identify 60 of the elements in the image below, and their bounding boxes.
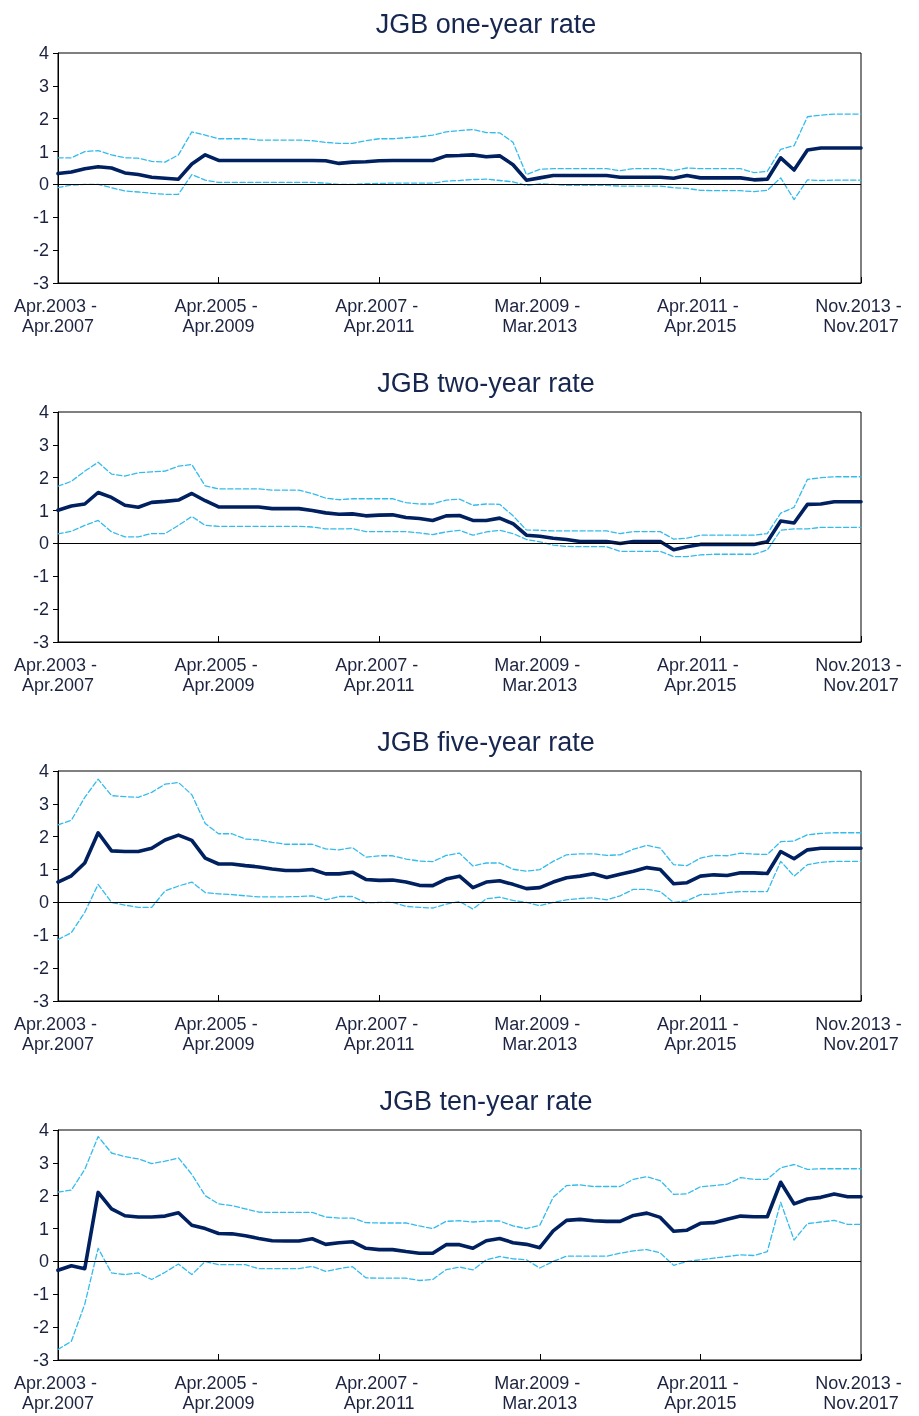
y-tick-label: -3	[32, 632, 49, 652]
x-tick-label: Apr.2005 - Apr.2009	[174, 1373, 263, 1413]
y-tick-label: 2	[38, 826, 49, 847]
y-tick-label: 1	[38, 141, 49, 162]
y-tick-label: 1	[38, 859, 49, 880]
y-tick-label: 0	[38, 174, 49, 195]
y-tick-label: 0	[38, 533, 49, 554]
y-tick-label: -3	[32, 991, 49, 1011]
y-tick-label: 3	[38, 434, 49, 455]
x-tick-label: Apr.2007 - Apr.2011	[335, 296, 424, 336]
y-tick-label: 4	[38, 402, 49, 422]
x-tick-label: Nov.2013 - Nov.2017	[815, 655, 907, 695]
chart-title: JGB one-year rate	[375, 8, 597, 39]
y-tick-label: 3	[38, 793, 49, 814]
y-tick-label: 3	[38, 1152, 49, 1173]
x-tick-label: Mar.2009 - Mar.2013	[494, 1014, 586, 1054]
y-tick-label: 2	[38, 108, 49, 129]
y-tick-label: -2	[32, 599, 49, 620]
x-tick-label: Apr.2003 - Apr.2007	[13, 655, 103, 695]
y-tick-label: 0	[38, 1251, 49, 1272]
y-tick-label: 4	[38, 43, 49, 63]
y-tick-label: -3	[32, 1350, 49, 1370]
chart-title: JGB two-year rate	[377, 367, 595, 398]
y-tick-label: 1	[38, 1218, 49, 1239]
x-tick-label: Mar.2009 - Mar.2013	[494, 655, 586, 695]
x-tick-label: Nov.2013 - Nov.2017	[815, 1014, 907, 1054]
y-tick-label: -2	[32, 1317, 49, 1338]
y-tick-label: 3	[38, 75, 49, 96]
y-tick-label: -1	[32, 1284, 49, 1305]
x-tick-label: Apr.2005 - Apr.2009	[174, 296, 263, 336]
x-tick-label: Apr.2011 - Apr.2015	[657, 1014, 744, 1054]
y-tick-label: 4	[38, 761, 49, 781]
x-tick-label: Apr.2007 - Apr.2011	[335, 1014, 424, 1054]
y-tick-label: -1	[32, 925, 49, 946]
x-tick-label: Apr.2003 - Apr.2007	[13, 1373, 103, 1413]
x-tick-label: Apr.2005 - Apr.2009	[174, 655, 263, 695]
y-tick-label: -2	[32, 240, 49, 261]
y-tick-label: 1	[38, 500, 49, 521]
chart-title: JGB ten-year rate	[379, 1085, 593, 1116]
y-tick-label: -2	[32, 958, 49, 979]
x-tick-label: Nov.2013 - Nov.2017	[815, 296, 907, 336]
y-tick-label: 2	[38, 467, 49, 488]
x-tick-label: Apr.2003 - Apr.2007	[13, 1014, 103, 1054]
x-tick-label: Apr.2011 - Apr.2015	[657, 655, 744, 695]
x-tick-label: Nov.2013 - Nov.2017	[815, 1373, 907, 1413]
x-tick-label: Apr.2011 - Apr.2015	[657, 296, 744, 336]
x-tick-label: Mar.2009 - Mar.2013	[494, 1373, 586, 1413]
x-tick-label: Apr.2011 - Apr.2015	[657, 1373, 744, 1413]
y-tick-label: -1	[32, 566, 49, 587]
x-tick-label: Mar.2009 - Mar.2013	[494, 296, 586, 336]
y-tick-label: -3	[32, 273, 49, 293]
y-tick-label: 2	[38, 1185, 49, 1206]
y-tick-label: 4	[38, 1120, 49, 1140]
chart-title: JGB five-year rate	[377, 726, 595, 757]
y-tick-label: 0	[38, 892, 49, 913]
x-tick-label: Apr.2007 - Apr.2011	[335, 655, 424, 695]
y-tick-label: -1	[32, 207, 49, 228]
x-tick-label: Apr.2003 - Apr.2007	[13, 296, 103, 336]
x-tick-label: Apr.2005 - Apr.2009	[174, 1014, 263, 1054]
x-tick-label: Apr.2007 - Apr.2011	[335, 1373, 424, 1413]
